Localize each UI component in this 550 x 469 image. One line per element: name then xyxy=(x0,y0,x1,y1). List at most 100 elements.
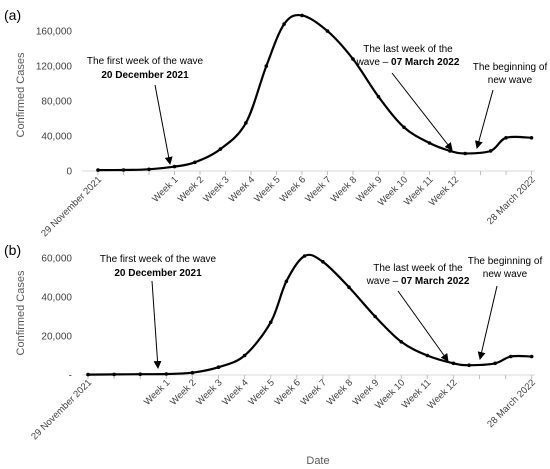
annotation-date: new wave xyxy=(483,269,528,280)
panel-b-annotation-wave-start: The first week of the wave 20 December 2… xyxy=(100,254,217,369)
data-point xyxy=(86,372,90,377)
data-point xyxy=(172,164,177,169)
data-point xyxy=(216,365,221,370)
panel-a: (a) Confirmed Cases 0 40,000 80,000 120,000… xyxy=(4,7,547,239)
data-point xyxy=(121,168,126,172)
annotation-date-bold: 07 March 2022 xyxy=(391,57,460,68)
annotation-date: 20 December 2021 xyxy=(114,268,202,279)
data-point xyxy=(268,320,273,325)
annotation-arrow xyxy=(475,89,494,149)
data-point xyxy=(264,64,269,68)
panel-a-annotation-wave-end: The last week of the wave – 07 March 202… xyxy=(356,44,460,151)
x-tick-label: Week 7 xyxy=(299,377,329,407)
annotation-date: 20 December 2021 xyxy=(101,70,189,81)
data-point xyxy=(463,151,468,156)
panel-b-annotation-wave-end: The last week of the wave – 07 March 202… xyxy=(366,263,470,362)
annotation-date-prefix: wave – xyxy=(366,276,401,287)
x-tick-label: Week 8 xyxy=(325,377,355,407)
x-tick-label: 29 November 2021 xyxy=(29,377,94,442)
y-tick-label: 20,000 xyxy=(41,332,72,343)
x-tick-label: Week 4 xyxy=(227,174,257,204)
y-tick-label: 0 xyxy=(66,167,72,178)
data-point xyxy=(282,22,286,26)
data-point xyxy=(244,121,248,125)
data-point xyxy=(467,363,471,368)
annotation-arrow xyxy=(397,290,449,362)
panel-b-annotation-new-wave: The beginning of new wave xyxy=(468,256,543,360)
panel-b: (b) Confirmed Cases -20,00040,00060,000 … xyxy=(4,242,542,442)
data-point xyxy=(321,260,325,264)
y-tick-label: 60,000 xyxy=(41,253,72,264)
annotation-text: The first week of the wave xyxy=(100,254,217,265)
data-point xyxy=(451,361,456,366)
x-tick-label: Week 3 xyxy=(194,377,224,407)
data-point xyxy=(504,136,508,140)
x-tick-label: 28 March 2022 xyxy=(485,174,538,227)
data-point xyxy=(218,147,223,151)
x-tick-label: 29 November 2021 xyxy=(39,174,104,239)
data-point xyxy=(164,372,169,376)
y-tick-label: 40,000 xyxy=(41,292,72,303)
x-tick-label: Week 2 xyxy=(168,377,198,407)
x-tick-label: Week 8 xyxy=(329,174,359,204)
annotation-arrow xyxy=(151,280,162,369)
annotation-text: The last week of the xyxy=(363,44,453,55)
data-point xyxy=(284,279,289,284)
data-point xyxy=(302,254,307,258)
data-point xyxy=(509,354,513,359)
annotation-date: new wave xyxy=(488,75,533,86)
annotation-date: wave – 07 March 2022 xyxy=(366,276,470,287)
annotation-arrow xyxy=(477,285,498,360)
panel-a-series-line xyxy=(97,13,532,172)
x-tick-label: Week 5 xyxy=(252,174,282,204)
x-axis-title: Date xyxy=(306,455,329,467)
panel-a-label: (a) xyxy=(4,7,21,23)
data-point xyxy=(373,314,377,319)
y-tick-label: 40,000 xyxy=(41,132,72,143)
annotation-arrow xyxy=(391,72,453,151)
data-point xyxy=(190,370,195,375)
y-tick-label: 160,000 xyxy=(36,27,73,38)
y-tick-label: 80,000 xyxy=(41,97,72,108)
data-point xyxy=(325,29,330,33)
panel-b-ylabel: Confirmed Cases xyxy=(15,270,27,355)
data-point xyxy=(427,141,432,145)
panel-b-markers xyxy=(86,254,534,377)
x-tick-label: Week 1 xyxy=(142,377,172,407)
annotation-date-bold: 07 March 2022 xyxy=(401,276,470,287)
x-tick-label: Week 3 xyxy=(201,174,231,204)
x-tick-label: Week 4 xyxy=(220,377,250,407)
data-point xyxy=(300,13,304,18)
x-tick-label: Week 6 xyxy=(278,174,308,204)
data-point xyxy=(493,361,498,366)
panel-a-ylabel: Confirmed Cases xyxy=(15,52,27,137)
panel-a-annotation-wave-start: The first week of the wave 20 December 2… xyxy=(87,56,204,165)
x-tick-label: 28 March 2022 xyxy=(485,377,538,430)
panel-a-markers xyxy=(96,13,534,172)
annotation-date-prefix: wave – xyxy=(356,57,391,68)
panel-b-label: (b) xyxy=(4,242,21,258)
panel-a-yticks: 0 40,000 80,000 120,000 160,000 xyxy=(36,27,73,178)
data-point xyxy=(529,354,534,359)
data-point xyxy=(425,353,430,358)
annotation-text: The beginning of xyxy=(473,62,548,73)
data-point xyxy=(242,353,247,358)
annotation-text: The beginning of xyxy=(468,256,543,267)
panel-b-yticks: - 20,000 40,000 60,000 xyxy=(41,253,72,381)
data-point xyxy=(376,94,381,99)
data-point xyxy=(399,340,404,344)
x-tick-label: Week 2 xyxy=(176,174,206,204)
data-point xyxy=(529,136,534,140)
annotation-date: wave – 07 March 2022 xyxy=(356,57,460,68)
panel-a-annotation-new-wave: The beginning of new wave xyxy=(473,62,548,149)
data-point xyxy=(347,285,351,290)
x-tick-label: Week 5 xyxy=(246,377,276,407)
data-point xyxy=(488,149,493,153)
y-tick-label: - xyxy=(69,371,72,382)
x-tick-label: Week 1 xyxy=(150,174,180,204)
x-tick-label: Week 6 xyxy=(272,377,302,407)
data-point xyxy=(402,125,406,130)
